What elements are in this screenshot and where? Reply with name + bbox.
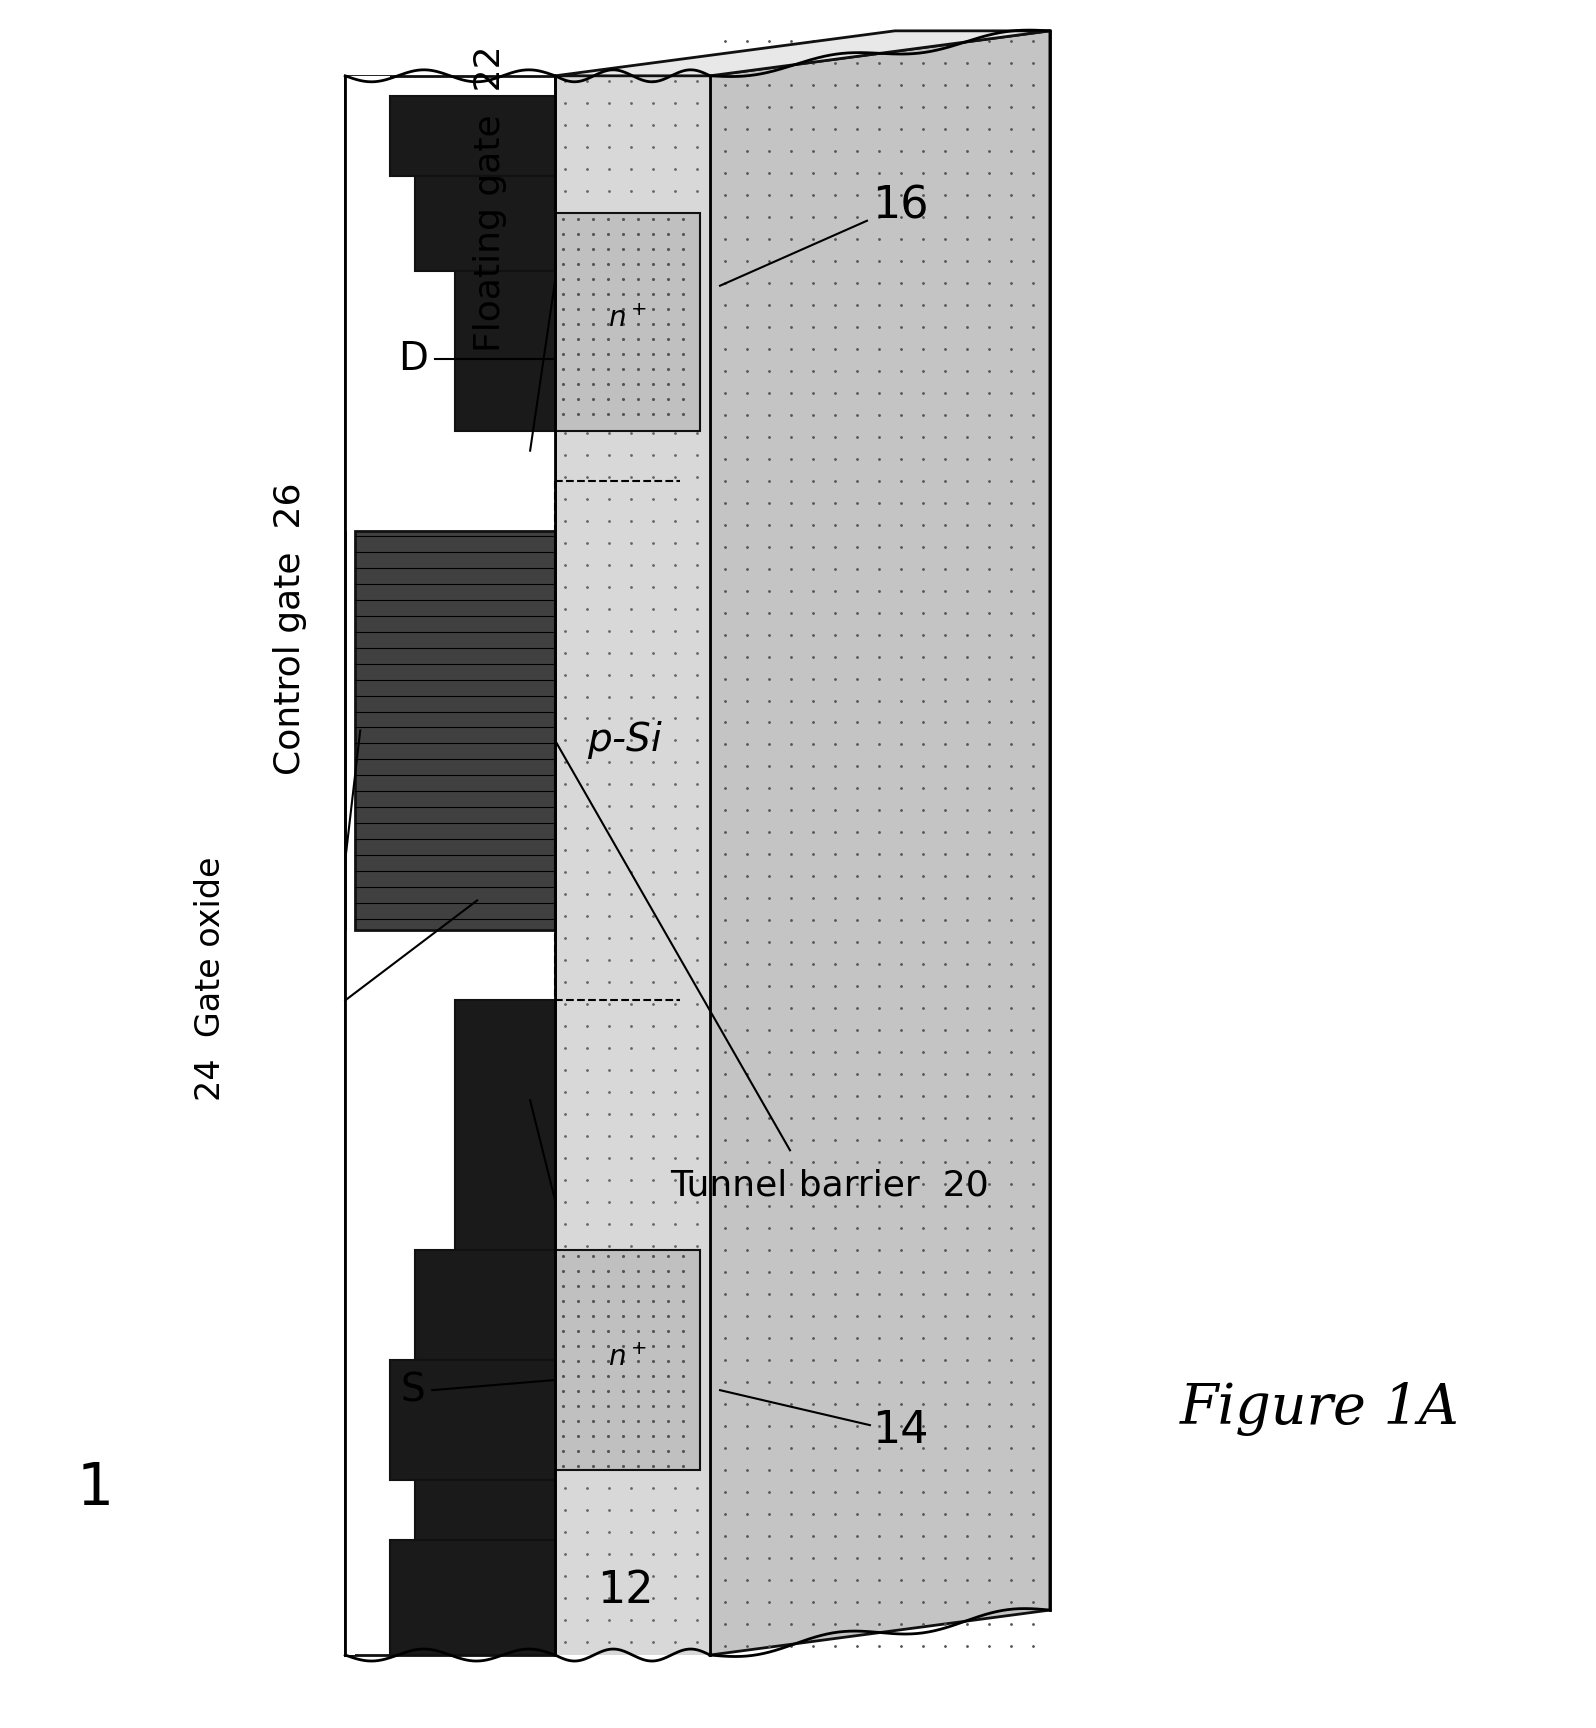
Polygon shape [345,930,356,1655]
Polygon shape [555,1251,701,1471]
Polygon shape [555,76,710,1655]
Polygon shape [356,530,555,930]
Text: 14: 14 [871,1408,929,1452]
Polygon shape [455,271,555,430]
Text: Figure 1A: Figure 1A [1179,1381,1460,1436]
Polygon shape [415,430,555,480]
Text: 1: 1 [77,1460,113,1517]
Text: Tunnel barrier  20: Tunnel barrier 20 [670,1168,990,1203]
Polygon shape [389,95,555,176]
Polygon shape [455,1001,555,1251]
Polygon shape [415,176,555,271]
Text: $p$-Si: $p$-Si [587,719,662,762]
Text: $n^+$: $n^+$ [608,304,646,334]
Text: D: D [399,340,428,378]
Polygon shape [389,1540,555,1655]
Polygon shape [345,430,356,530]
Polygon shape [345,76,389,176]
Polygon shape [356,930,555,1001]
Polygon shape [415,1481,555,1540]
Text: 16: 16 [871,185,929,228]
Text: S: S [401,1370,425,1408]
Polygon shape [710,31,1050,1655]
Polygon shape [555,213,701,430]
Polygon shape [415,1251,555,1360]
Text: $n^+$: $n^+$ [608,1344,646,1372]
Text: Control gate  26: Control gate 26 [273,482,308,774]
Text: 24  Gate oxide: 24 Gate oxide [193,855,227,1101]
Polygon shape [555,31,1050,76]
Text: Floating gate  22: Floating gate 22 [472,45,508,353]
Polygon shape [389,1360,555,1481]
Polygon shape [345,76,555,1655]
Polygon shape [476,430,555,1251]
Polygon shape [345,76,356,530]
Text: 12: 12 [597,1569,653,1612]
